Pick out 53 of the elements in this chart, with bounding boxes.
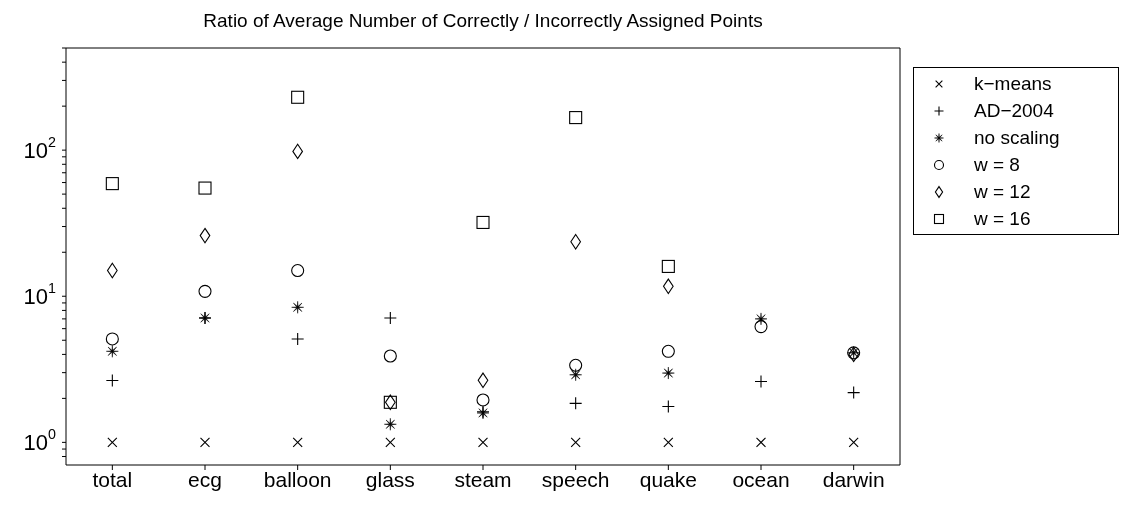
- point: [198, 181, 212, 195]
- point: [569, 368, 582, 382]
- x-tick-label: quake: [639, 467, 697, 491]
- point: [106, 345, 119, 358]
- legend-label: w = 12: [974, 180, 1031, 203]
- chart-title: Ratio of Average Number of Correctly / Incorrectly Assigned Points: [202, 10, 764, 32]
- y-tick-label: 10$^{0}$: [23, 426, 57, 455]
- x-tick-label: total: [92, 467, 133, 491]
- point: [292, 143, 304, 160]
- point: [476, 393, 490, 407]
- legend-label: k−means: [974, 72, 1052, 95]
- x-tick-label: steam: [454, 467, 512, 491]
- point: [477, 372, 489, 389]
- point: [198, 284, 212, 298]
- point: [106, 262, 118, 279]
- point: [477, 437, 489, 448]
- point: [661, 259, 675, 273]
- point: [107, 437, 118, 448]
- point: [662, 366, 675, 380]
- x-tick-label: ocean: [732, 467, 790, 491]
- x-tick-label: darwin: [822, 467, 885, 491]
- point: [661, 344, 675, 358]
- point: [105, 177, 119, 191]
- legend-label: w = 16: [974, 207, 1031, 230]
- point: [105, 332, 119, 346]
- point: [570, 234, 582, 250]
- legend-label: w = 8: [974, 153, 1020, 176]
- point: [291, 301, 304, 314]
- point: [385, 437, 396, 448]
- y-tick-label: 10$^{1}$: [23, 280, 57, 309]
- point: [199, 437, 211, 448]
- point: [663, 437, 674, 448]
- point: [570, 437, 581, 448]
- x-tick-label: ecg: [188, 467, 222, 491]
- point: [569, 111, 583, 125]
- point: [291, 263, 305, 278]
- legend-label: AD−2004: [974, 99, 1054, 122]
- point: [754, 320, 768, 334]
- point: [384, 418, 397, 431]
- point: [755, 437, 767, 448]
- point: [199, 227, 211, 244]
- x-tick-label: speech: [541, 467, 610, 491]
- y-tick-label: 10$^{2}$: [23, 134, 57, 163]
- point: [292, 437, 303, 448]
- x-tick-label: glass: [365, 467, 415, 491]
- point: [848, 437, 859, 448]
- legend-label: no scaling: [974, 126, 1060, 149]
- point: [662, 278, 674, 295]
- point: [383, 349, 397, 363]
- point: [569, 358, 583, 372]
- point: [291, 90, 305, 104]
- point: [476, 215, 490, 229]
- x-tick-label: balloon: [263, 467, 332, 491]
